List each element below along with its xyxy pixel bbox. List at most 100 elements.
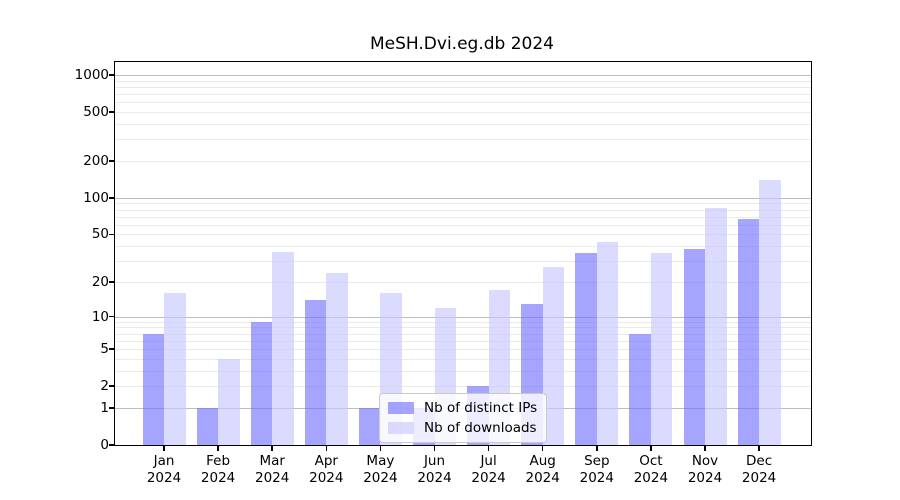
- y-tick-0: [109, 444, 115, 446]
- legend-label-distinct-ips: Nb of distinct IPs: [424, 400, 538, 416]
- bar-dec-distinct-ips: [737, 219, 760, 445]
- minor-gridline: [115, 124, 811, 126]
- chart-title: MeSH.Dvi.eg.db 2024: [370, 34, 554, 54]
- major-gridline: [115, 75, 811, 77]
- x-label-month: Dec: [746, 453, 773, 469]
- x-label-year: 2024: [741, 470, 777, 486]
- x-label-month: Oct: [639, 453, 663, 469]
- legend: Nb of distinct IPs Nb of downloads: [379, 393, 548, 443]
- x-label-month: Sep: [584, 453, 610, 469]
- x-label-year: 2024: [309, 470, 344, 486]
- bar-feb-downloads: [218, 358, 240, 445]
- x-tick-oct: [650, 445, 652, 451]
- y-tick-50: [109, 233, 115, 236]
- x-tick-mar: [271, 445, 273, 451]
- y-tick-2: [109, 385, 115, 387]
- y-tick-label-0: 0: [100, 437, 109, 453]
- x-tick-label-jan: Jan 2024: [136, 453, 192, 487]
- x-tick-label-may: May 2024: [352, 453, 408, 487]
- minor-gridline: [115, 102, 811, 104]
- y-tick-label-1000: 1000: [74, 67, 109, 84]
- y-tick-10: [109, 315, 115, 318]
- x-tick-may: [379, 445, 382, 451]
- bar-oct-distinct-ips: [629, 333, 651, 445]
- minor-gridline: [115, 370, 811, 372]
- x-tick-label-apr: Apr 2024: [298, 453, 354, 487]
- legend-item-distinct-ips: Nb of distinct IPs: [388, 400, 537, 416]
- x-tick-label-sep: Sep 2024: [569, 453, 625, 487]
- bar-sep-downloads: [596, 242, 619, 445]
- bar-nov-distinct-ips: [683, 248, 705, 445]
- minor-gridline: [115, 86, 811, 88]
- legend-swatch-distinct-ips: [388, 402, 414, 414]
- y-tick-1: [109, 407, 115, 409]
- minor-gridline: [115, 80, 811, 82]
- x-tick-sep: [596, 445, 598, 451]
- x-label-month: Jul: [480, 453, 497, 469]
- legend-swatch-downloads: [388, 422, 414, 434]
- minor-gridline: [115, 386, 811, 388]
- x-label-month: Feb: [206, 453, 231, 469]
- x-label-year: 2024: [633, 470, 669, 486]
- x-tick-label-jun: Jun 2024: [407, 453, 463, 487]
- minor-gridline: [115, 333, 811, 335]
- x-tick-aug: [541, 445, 544, 451]
- minor-gridline: [115, 94, 811, 96]
- x-label-month: Mar: [259, 453, 285, 469]
- y-tick-100: [109, 197, 115, 199]
- x-tick-feb: [217, 445, 219, 451]
- minor-gridline: [115, 281, 811, 283]
- minor-gridline: [115, 261, 811, 263]
- major-gridline: [115, 316, 811, 318]
- x-tick-label-aug: Aug 2024: [515, 453, 571, 487]
- legend-label-downloads: Nb of downloads: [424, 420, 537, 436]
- minor-gridline: [115, 139, 811, 141]
- bar-jan-downloads: [164, 293, 186, 445]
- bar-sep-distinct-ips: [575, 253, 597, 445]
- bar-dec-downloads: [759, 180, 781, 445]
- minor-gridline: [115, 234, 811, 236]
- y-tick-label-5: 5: [100, 341, 109, 358]
- bar-feb-distinct-ips: [196, 407, 219, 445]
- x-label-month: Jan: [153, 453, 175, 469]
- minor-gridline: [115, 224, 811, 226]
- x-label-year: 2024: [471, 470, 506, 486]
- y-tick-200: [109, 160, 115, 162]
- y-tick-1000: [109, 74, 115, 76]
- y-tick-500: [109, 111, 115, 113]
- x-label-month: Apr: [314, 453, 338, 469]
- minor-gridline: [115, 321, 811, 323]
- x-label-month: May: [366, 453, 395, 469]
- x-label-month: Jun: [423, 453, 446, 469]
- bar-aug-downloads: [542, 266, 565, 445]
- y-tick-label-100: 100: [83, 189, 109, 206]
- major-gridline: [115, 197, 811, 199]
- minor-gridline: [115, 349, 811, 351]
- x-tick-jun: [433, 445, 436, 451]
- y-tick-5: [109, 348, 115, 350]
- x-label-year: 2024: [579, 470, 614, 486]
- x-label-year: 2024: [417, 470, 452, 486]
- x-label-year: 2024: [525, 470, 560, 486]
- bar-apr-downloads: [326, 272, 348, 445]
- x-tick-label-oct: Oct 2024: [623, 453, 679, 487]
- bar-apr-distinct-ips: [304, 299, 327, 445]
- x-tick-dec: [758, 445, 760, 451]
- bar-jan-distinct-ips: [142, 333, 164, 445]
- bar-mar-distinct-ips: [250, 321, 273, 445]
- bar-may-distinct-ips: [358, 407, 381, 445]
- y-tick-label-1: 1: [100, 399, 109, 416]
- x-label-year: 2024: [255, 470, 290, 486]
- x-label-year: 2024: [200, 470, 236, 486]
- y-tick-label-50: 50: [91, 226, 109, 243]
- x-tick-label-nov: Nov 2024: [677, 453, 733, 487]
- legend-item-downloads: Nb of downloads: [388, 420, 537, 436]
- x-tick-label-jul: Jul 2024: [461, 453, 517, 487]
- y-tick-20: [109, 281, 115, 283]
- minor-gridline: [115, 203, 811, 205]
- y-tick-label-200: 200: [83, 153, 109, 169]
- y-tick-label-10: 10: [91, 308, 109, 325]
- minor-gridline: [115, 246, 811, 248]
- bar-oct-downloads: [650, 253, 673, 445]
